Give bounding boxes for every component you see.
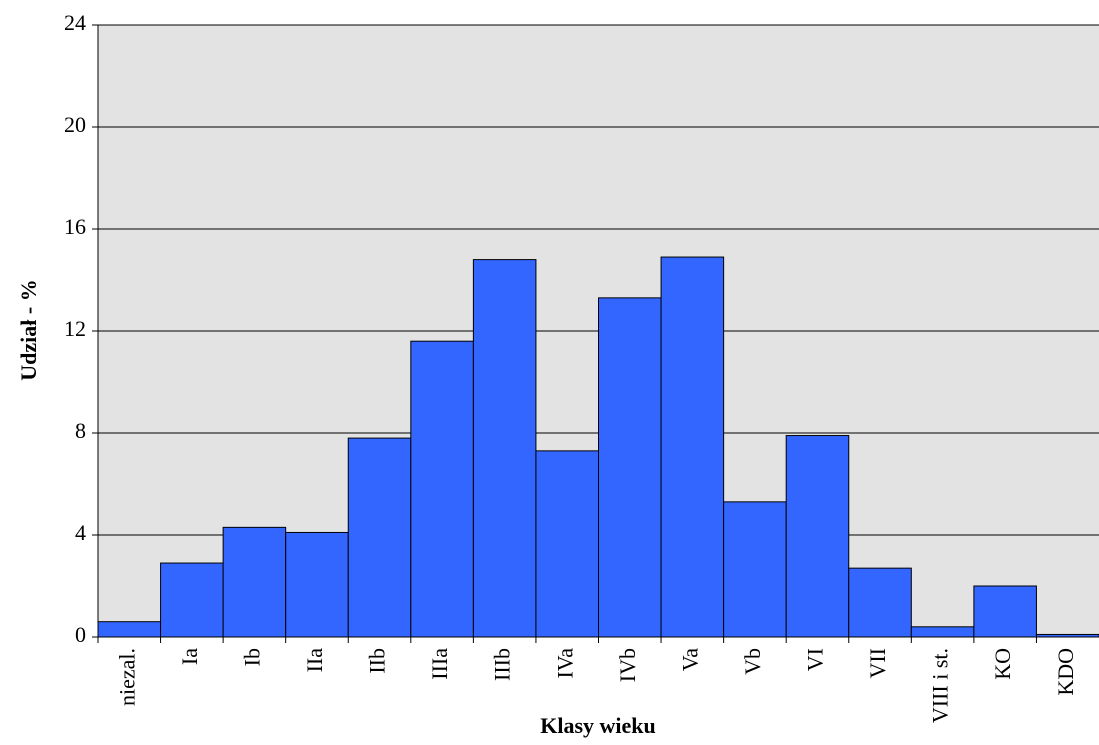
bar	[973, 585, 1037, 638]
x-tick-label: VII	[865, 648, 890, 679]
bar	[285, 531, 349, 638]
x-axis-title: Klasy wieku	[540, 713, 656, 738]
bar	[660, 256, 725, 638]
x-tick-label: VI	[803, 648, 828, 671]
bar	[785, 435, 850, 638]
y-tick-label: 24	[64, 10, 86, 35]
x-tick-label: Ib	[239, 648, 264, 666]
x-tick-label: IIIa	[427, 648, 452, 680]
x-tick-label: IVb	[615, 648, 640, 682]
y-tick-label: 8	[75, 418, 86, 443]
bar	[222, 526, 287, 638]
y-tick-label: 12	[64, 316, 86, 341]
bar	[472, 259, 537, 638]
x-tick-label: IIa	[302, 648, 327, 673]
x-tick-label: IVa	[552, 648, 577, 679]
bar	[848, 567, 912, 638]
y-tick-label: 4	[75, 520, 86, 545]
bar	[160, 562, 224, 638]
y-tick-label: 0	[75, 622, 86, 647]
bar	[910, 626, 975, 638]
x-tick-label: Va	[677, 648, 702, 671]
x-tick-label: niezal.	[114, 648, 139, 706]
x-tick-label: IIIb	[490, 648, 515, 681]
bar	[535, 450, 599, 638]
bar	[410, 340, 474, 638]
x-tick-label: KO	[990, 648, 1015, 680]
x-tick-label: KDO	[1053, 648, 1078, 696]
y-tick-label: 16	[64, 214, 86, 239]
y-tick-label: 20	[64, 112, 86, 137]
x-tick-label: Vb	[740, 648, 765, 675]
x-tick-label: Ia	[177, 648, 202, 665]
bar	[598, 297, 662, 638]
x-tick-label: VIII i st.	[928, 648, 953, 723]
bar	[347, 437, 412, 638]
x-tick-label: IIb	[365, 648, 390, 674]
bar	[97, 621, 162, 638]
bar	[723, 501, 787, 638]
y-axis-title: Udział - %	[16, 279, 41, 380]
